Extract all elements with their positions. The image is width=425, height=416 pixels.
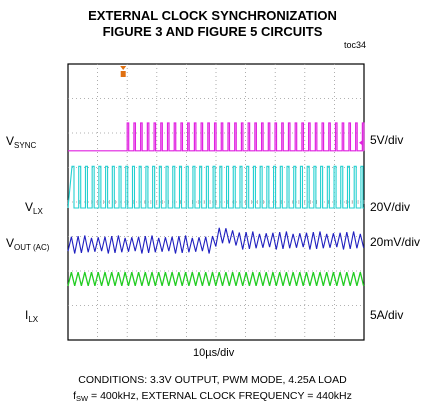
scope-traces — [67, 122, 365, 287]
chart-title-line1: EXTERNAL CLOCK SYNCHRONIZATION — [88, 8, 337, 23]
vlx-scale: 20V/div — [370, 200, 411, 214]
conditions-line1: CONDITIONS: 3.3V OUTPUT, PWM MODE, 4.25A… — [78, 374, 347, 386]
vsync-trace — [68, 122, 365, 152]
time-scale: 10µs/div — [193, 347, 235, 359]
chart-title-line2: FIGURE 3 AND FIGURE 5 CIRCUITS — [102, 24, 323, 39]
vsync-scale: 5V/div — [370, 133, 404, 147]
vout-trace — [67, 227, 365, 254]
ilx-scale: 5A/div — [370, 308, 404, 322]
vsync-label: VSYNC — [6, 134, 37, 150]
ilx-label: ILX — [25, 308, 39, 324]
conditions-line2: fSW = 400kHz, EXTERNAL CLOCK FREQUENCY =… — [73, 390, 352, 403]
vlx-label: VLX — [25, 200, 43, 216]
vout-label: VOUT (AC) — [6, 236, 50, 252]
scope-markers — [120, 66, 363, 146]
trigger-marker-body — [120, 71, 126, 77]
vlx-trace — [67, 165, 364, 209]
trigger-marker-icon — [120, 66, 127, 70]
trigger-level-arrow-icon — [359, 139, 363, 146]
ilx-trace — [67, 271, 365, 287]
vout-scale: 20mV/div — [370, 235, 421, 249]
figure-id: toc34 — [344, 40, 367, 50]
